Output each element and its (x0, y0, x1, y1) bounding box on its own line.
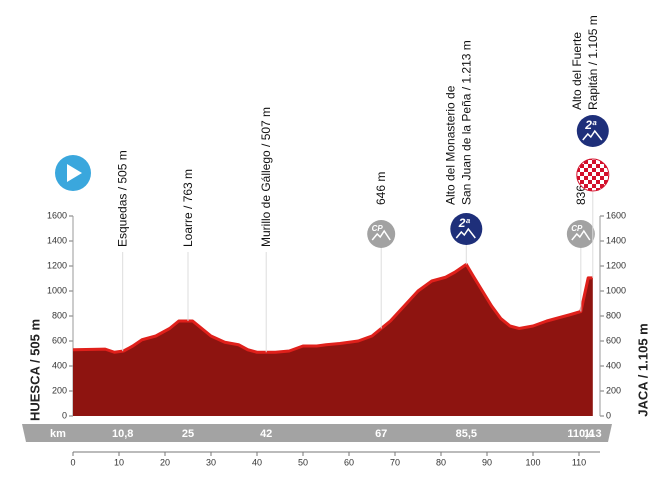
y2-tick-label: 1600 (606, 210, 626, 220)
sprint-icon (367, 220, 396, 248)
y-tick-label: 400 (52, 360, 67, 370)
y2-tick-label: 800 (606, 310, 621, 320)
x-tick-label: 40 (252, 457, 262, 467)
climb-mountain (582, 129, 603, 141)
x-tick-label: 20 (160, 457, 170, 467)
y2-tick-label: 400 (606, 360, 621, 370)
y2-tick-label: 1400 (606, 235, 626, 245)
km-label: 113 (584, 428, 602, 440)
y-tick-label: 800 (52, 310, 67, 320)
elevation-edge (72, 262, 593, 354)
x-tick-label: 50 (298, 457, 308, 467)
y2-tick-label: 200 (606, 385, 621, 395)
y-tick-label: 1400 (47, 235, 67, 245)
finish-label: JACA / 1.105 m (635, 323, 650, 416)
climb-mountain (455, 227, 476, 239)
y-tick-label: 1200 (47, 260, 67, 270)
y-tick-label: 1600 (47, 210, 67, 220)
landmark-label: 646 m (374, 172, 388, 205)
km-label: 67 (375, 428, 387, 440)
landmark-label: Alto del Fuerte (570, 32, 584, 110)
x-tick-label: 60 (344, 457, 354, 467)
y-tick-label: 600 (52, 335, 67, 345)
landmark-label: Esquedas / 505 m (116, 150, 130, 247)
y-tick-label: 200 (52, 385, 67, 395)
x-tick-label: 30 (206, 457, 216, 467)
x-tick-label: 80 (436, 457, 446, 467)
finish-icon (576, 158, 610, 192)
landmark-label: Murillo de Gállego / 507 m (259, 107, 273, 247)
km-label: 25 (182, 428, 194, 440)
km-label: 10,8 (112, 428, 133, 440)
y-tick-label: 0 (62, 410, 67, 420)
x-tick-label: 70 (390, 457, 400, 467)
sprint-text: CP (571, 224, 583, 233)
y-tick-label: 1000 (47, 285, 67, 295)
sprint-icon (566, 220, 595, 248)
y2-tick-label: 1000 (606, 285, 626, 295)
sprint-text: CP (372, 224, 384, 233)
x-tick-label: 0 (70, 457, 75, 467)
climb-text: 2ª (458, 216, 471, 230)
y2-tick-label: 0 (606, 410, 611, 420)
km-label: 42 (260, 428, 272, 440)
x-tick-label: 100 (525, 457, 540, 467)
sprint-mountain (571, 229, 591, 241)
landmark-label: Loarre / 763 m (181, 169, 195, 247)
start-label: HUESCA / 505 m (27, 319, 42, 421)
climb-text: 2ª (584, 118, 597, 132)
start-arrow (67, 164, 82, 182)
km-label: 110,4 (567, 428, 595, 440)
landmark-label: Rapitán / 1.105 m (586, 15, 600, 110)
landmark-label: San Juan de la Peña / 1.213 m (459, 40, 473, 205)
elevation-area (73, 264, 593, 416)
y2-tick-label: 1200 (606, 260, 626, 270)
x-tick-label: 110 (572, 457, 586, 467)
y2-tick-label: 600 (606, 335, 621, 345)
sprint-mountain (371, 229, 391, 241)
landmark-label: Alto del Monasterio de (443, 85, 457, 205)
km-label: 85,5 (456, 428, 477, 440)
x-tick-label: 90 (482, 457, 492, 467)
km-band (22, 424, 612, 442)
x-axis-label: km (50, 428, 66, 440)
x-tick-label: 10 (114, 457, 124, 467)
